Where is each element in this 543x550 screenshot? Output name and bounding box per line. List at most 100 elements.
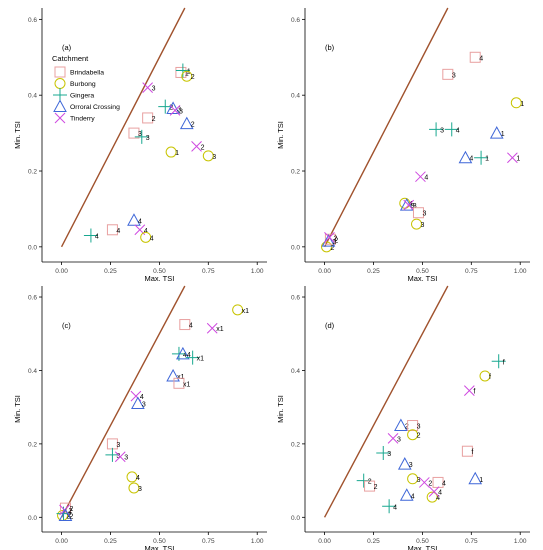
point-label: 2 xyxy=(69,513,73,520)
point-marker xyxy=(407,420,419,432)
point-label: x1 xyxy=(242,308,250,315)
point-marker xyxy=(399,197,411,209)
point-marker xyxy=(442,68,454,80)
panel-label: (d) xyxy=(325,321,335,330)
point-marker xyxy=(165,146,177,158)
point-marker xyxy=(126,471,138,483)
point-label: 1 xyxy=(520,101,524,108)
x-tick-label: 0.25 xyxy=(367,538,380,545)
legend-label: Gingera xyxy=(70,93,94,100)
point-label: 4 xyxy=(136,475,140,482)
point-marker xyxy=(114,451,126,463)
point-marker xyxy=(140,231,152,243)
scatter-panel-3: 0.00 0.25 0.50 0.75 1.00 0.0 0.2 0.4 0.6 Max. TSI… xyxy=(276,285,530,550)
point-marker xyxy=(407,429,419,441)
point-label: x1 xyxy=(216,326,224,333)
y-tick-label: 0.4 xyxy=(291,368,300,375)
point-marker xyxy=(142,82,154,93)
y-tick-label: 0.2 xyxy=(291,169,300,176)
point-marker xyxy=(321,241,333,253)
point-label: 4 xyxy=(138,218,142,225)
x-tick-label: 0.75 xyxy=(202,538,215,545)
point-marker xyxy=(479,370,491,382)
point-label: 2 xyxy=(417,433,421,440)
point-label: 4 xyxy=(424,175,428,182)
point-label: 4 xyxy=(183,352,187,359)
x-tick-label: 0.75 xyxy=(202,268,215,275)
point-marker xyxy=(399,488,414,501)
point-marker xyxy=(173,377,185,389)
point-label: 3 xyxy=(142,401,146,408)
point-label: f xyxy=(489,374,491,381)
y-tick-label: 0.2 xyxy=(291,441,300,448)
point-marker xyxy=(131,396,145,409)
legend-swatch xyxy=(54,78,66,89)
x-tick-label: 0.25 xyxy=(104,268,117,275)
point-label: 2 xyxy=(334,237,338,244)
x-tick-label: 0.50 xyxy=(153,268,166,275)
x-tick-label: 1.00 xyxy=(251,538,264,545)
point-label: 3 xyxy=(452,72,456,79)
x-tick-label: 0.00 xyxy=(318,538,331,545)
point-marker xyxy=(169,105,181,116)
point-marker xyxy=(412,207,424,219)
point-label: 4 xyxy=(456,127,460,134)
point-label: 3 xyxy=(116,453,120,460)
scatter-panel-1: 0.00 0.25 0.50 0.75 1.00 0.0 0.2 0.4 0.6 Max. TSI… xyxy=(276,7,530,283)
point-marker xyxy=(474,150,489,165)
point-marker xyxy=(415,171,426,183)
panel-label: (a) xyxy=(62,43,72,52)
point-label: 4 xyxy=(393,504,397,511)
panel-label: (b) xyxy=(325,43,335,52)
point-label: 3 xyxy=(387,451,391,458)
y-axis-title: Min. TSI xyxy=(276,121,285,149)
point-marker xyxy=(394,418,408,432)
y-tick-label: 0.0 xyxy=(291,244,300,251)
point-label: 2 xyxy=(68,512,72,519)
point-marker xyxy=(376,446,391,461)
scatter-panel-2: 0.00 0.25 0.50 0.75 1.00 0.0 0.2 0.4 0.6 Max. TSI… xyxy=(13,285,267,550)
point-label: x1 xyxy=(183,381,191,388)
point-marker xyxy=(191,141,202,152)
point-marker xyxy=(232,304,244,316)
y-axis-title: Min. TSI xyxy=(276,395,285,423)
point-label: f xyxy=(471,449,473,456)
legend-title: Catchment xyxy=(52,54,89,63)
point-marker xyxy=(105,447,120,462)
point-label: 4 xyxy=(150,235,154,242)
point-marker xyxy=(411,218,423,230)
point-label: 3 xyxy=(413,203,417,210)
one-to-one-line xyxy=(60,7,186,248)
point-marker xyxy=(175,63,190,78)
point-marker xyxy=(181,70,193,82)
point-marker xyxy=(166,368,180,382)
point-label: 2 xyxy=(69,506,73,513)
legend-label: Tinderry xyxy=(70,116,95,123)
point-label: 4 xyxy=(436,495,440,502)
point-marker xyxy=(364,480,376,492)
point-label: 2 xyxy=(405,424,409,431)
legend-swatch xyxy=(53,99,67,112)
y-axis-title: Min. TSI xyxy=(13,121,22,149)
x-axis-title: Max. TSI xyxy=(144,274,174,283)
point-label: 4 xyxy=(438,490,442,497)
y-axis-title: Min. TSI xyxy=(13,395,22,423)
point-label: 2 xyxy=(69,508,73,515)
point-label: x1 xyxy=(177,374,185,381)
y-tick-label: 0.0 xyxy=(28,244,37,251)
point-label: 2 xyxy=(67,513,71,520)
y-tick-label: 0.0 xyxy=(291,515,300,522)
point-marker xyxy=(59,502,71,514)
point-marker xyxy=(418,477,430,488)
point-marker xyxy=(128,127,140,139)
point-label: 4 xyxy=(411,493,415,500)
x-tick-label: 0.25 xyxy=(367,268,380,275)
point-label: 4 xyxy=(409,201,413,208)
point-marker xyxy=(407,473,419,485)
point-marker xyxy=(397,457,412,470)
one-to-one-line xyxy=(60,285,186,518)
one-to-one-line xyxy=(323,285,449,518)
point-label: 2 xyxy=(374,484,378,491)
point-label: 1 xyxy=(175,150,179,157)
point-marker xyxy=(469,51,481,63)
